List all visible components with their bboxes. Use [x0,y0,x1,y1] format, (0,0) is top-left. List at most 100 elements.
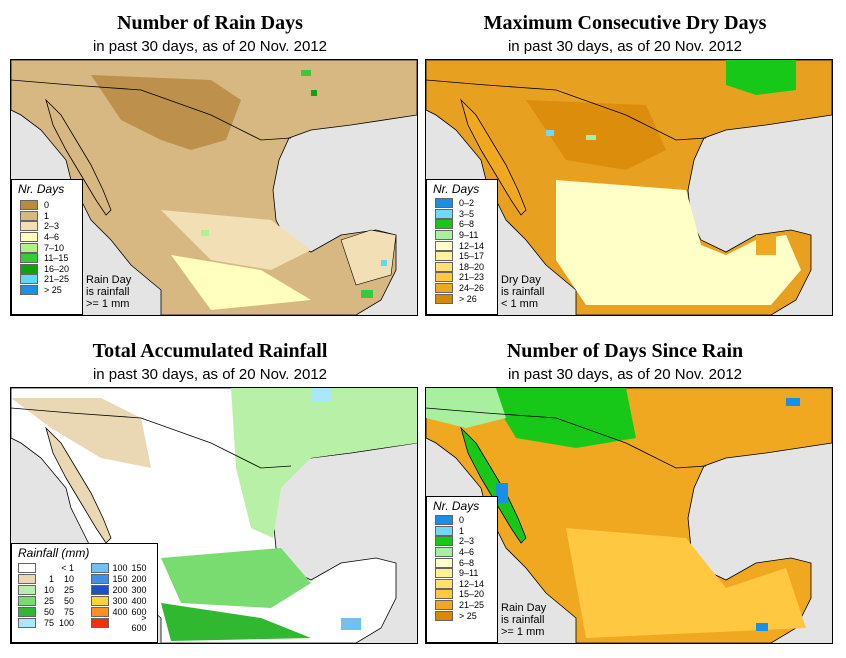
legend-label: 15–17 [459,251,485,262]
legend-range-low: 25 [43,595,54,606]
legend-item: 12–14 [427,240,497,251]
legend-label: 12–14 [459,578,485,589]
legend-range-low: 1 [48,573,54,584]
legend-item: 2–3 [427,536,497,547]
legend-swatch [435,251,453,262]
legend-swatch [435,568,453,579]
legend-swatch [435,293,453,304]
legend-item: 6–8 [427,557,497,568]
legend-range-low: 100 [112,562,128,573]
legend-swatch [435,515,453,526]
legend-item: 2–3 [12,221,82,232]
legend-label: 16–20 [44,263,70,274]
legend-item: 25 50 [16,595,81,606]
legend-item: 1 [12,210,82,222]
region-green [726,60,796,95]
legend-range-high: 600 [131,606,147,617]
legend-label: 4–6 [459,547,475,558]
legend-item: 50 75 [16,606,81,617]
legend-item: 400 600 [89,606,154,617]
legend-dry-days: Nr. Days 0–2 3–5 6–8 9–11 12–14 15–17 18–20 21–… [426,179,498,315]
note-line: >= 1 mm [86,298,130,310]
legend-title: Nr. Days [433,499,480,513]
legend-swatch [20,285,38,296]
legend-item: 150 200 [89,573,154,584]
legend-item: 7–10 [12,242,82,253]
legend-item: 0–2 [427,198,497,209]
note-line: is rainfall [86,286,130,298]
legend-swatch [435,610,453,621]
legend-range-high: 75 [63,606,74,617]
legend-label: 9–11 [459,568,479,579]
legend-swatch [20,253,38,264]
legend-label: 21–25 [459,600,485,611]
legend-label: 0 [459,515,465,526]
legend-swatch [435,208,453,219]
map-rain-days-graphic [11,60,417,315]
legend-label: 24–26 [459,283,485,294]
legend-item: 21–23 [427,272,497,283]
legend-swatch [20,263,38,274]
legend-swatch [20,210,38,221]
legend-title: Nr. Days [433,182,480,196]
region-lightgreen [426,388,506,428]
legend-item: 10 25 [16,584,81,595]
legend-label: 6–8 [459,557,475,568]
legend-item: 24–26 [427,283,497,294]
legend-swatch [435,600,453,611]
legend-label: 0 [44,200,50,211]
legend-title: Nr. Days [18,182,65,196]
note-line: Rain Day [501,602,547,614]
legend-swatch [435,230,453,241]
legend-label: 2–3 [44,221,60,232]
map-days-since-rain: Nr. Days 0 1 2–3 4–6 6–8 9–11 12–14 15–20 21–25 >… [425,387,833,644]
legend-item: 21–25 [427,600,497,611]
legend-swatch [20,232,38,243]
legend-swatch [90,595,109,606]
legend-swatch [18,573,36,584]
legend-item: 9–11 [427,568,497,579]
border-line [11,79,292,141]
legend-item: 200 300 [89,584,154,595]
legend-rain-days: Nr. Days 0 1 2–3 4–6 7–10 11–15 16–20 21–25 > 25 [11,179,83,315]
legend-item: 4–6 [12,232,82,243]
legend-item: 1 [427,525,497,537]
region-dark [91,75,241,150]
legend-item: 100 150 [89,562,154,573]
region-yellow [566,528,806,638]
legend-item: 1 10 [16,573,81,584]
legend-label: 12–14 [459,240,485,251]
panel-title-days-since-rain: Number of Days Since Rain [506,340,744,362]
legend-swatch [18,562,36,573]
region-green-east [231,388,417,538]
legend-swatch [435,589,453,600]
legend-label: 21–25 [44,274,70,285]
legend-range-low: 50 [43,606,54,617]
legend-rainfall: Rainfall (mm) < 1 1 10 10 25 25 50 50 75 75 100 10… [11,543,158,643]
baja-peninsula [45,98,112,216]
note-dry-days: Dry Day is rainfall < 1 mm [501,274,544,310]
legend-range-high: > 600 [131,612,147,633]
legend-range-low: 75 [43,617,54,628]
legend-range-high: 50 [63,595,74,606]
legend-item: > 25 [427,610,497,621]
legend-label: 18–20 [459,261,485,272]
legend-swatch [20,200,38,211]
panel-title-rainfall: Total Accumulated Rainfall [92,340,328,362]
legend-title: Rainfall (mm) [18,546,90,560]
legend-swatch [435,283,453,294]
land-mass [11,60,417,315]
legend-swatch [90,573,109,584]
map-rainfall: Rainfall (mm) < 1 1 10 10 25 25 50 50 75 75 100 10… [10,387,418,644]
legend-label: 1 [44,210,50,221]
legend-range-high: 100 [58,617,74,628]
legend-range-high: 10 [63,573,74,584]
legend-swatch [90,606,109,617]
region-light [161,210,311,270]
legend-label: 3–5 [459,208,475,219]
legend-swatch [20,242,38,253]
panel-subtitle-rain-days: in past 30 days, as of 20 Nov. 2012 [92,38,328,55]
panel-subtitle-days-since-rain: in past 30 days, as of 20 Nov. 2012 [507,366,743,383]
legend-label: > 25 [459,610,477,621]
legend-range-low: 400 [112,606,128,617]
